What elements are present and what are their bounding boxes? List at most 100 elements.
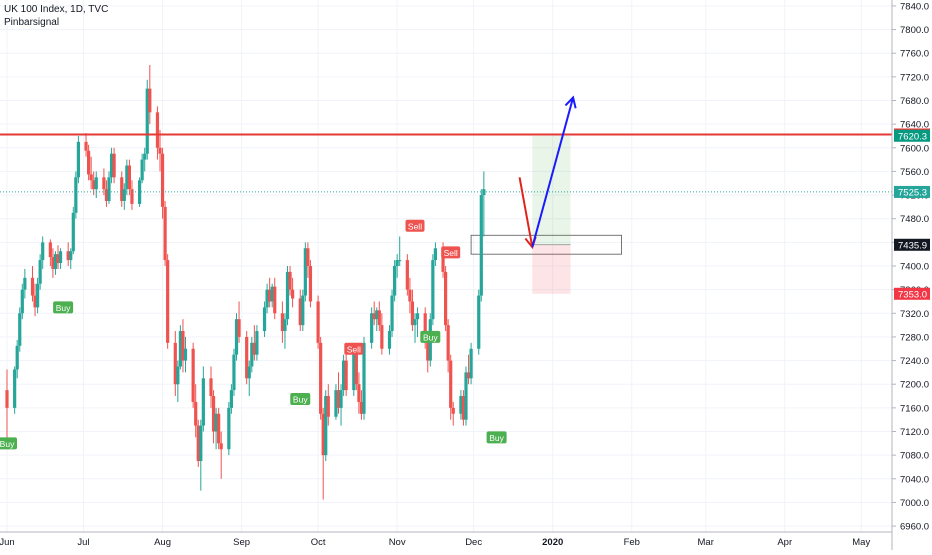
grid	[0, 0, 892, 532]
candle-body	[38, 260, 42, 284]
candle-body	[405, 260, 409, 290]
candle-body	[466, 372, 471, 379]
candle-body	[377, 310, 381, 326]
candle-body	[441, 248, 445, 272]
candle-body	[87, 150, 91, 175]
candle-body	[451, 407, 455, 414]
candle-body	[283, 319, 287, 332]
candle-body	[444, 271, 448, 326]
candle-body	[265, 289, 269, 308]
price-tick-label: 7640.0	[900, 120, 929, 131]
zone-rectangle	[470, 234, 622, 255]
signal-buy-badge: Buy	[486, 431, 507, 444]
candle-body	[56, 254, 60, 264]
candle-body	[217, 413, 221, 444]
candle-body	[352, 348, 356, 391]
candle-body	[71, 212, 75, 252]
candle-body	[326, 396, 330, 417]
time-tick-label: Feb	[624, 537, 640, 548]
signal-buy-badge: Buy	[53, 301, 74, 314]
candle-body	[127, 165, 131, 190]
price-tick-label: 7200.0	[900, 380, 929, 391]
candle-body	[285, 271, 290, 320]
candle-body	[143, 153, 147, 160]
candle-body	[247, 366, 251, 379]
signal-buy-badge: Buy	[290, 393, 311, 405]
candle-body	[319, 342, 323, 414]
candle-body	[229, 390, 233, 408]
time-tick-label: Aug	[154, 537, 171, 548]
candle-body	[196, 425, 200, 462]
candle-body	[268, 289, 272, 302]
price-marker-bg	[894, 129, 930, 142]
price-marker-bg	[894, 238, 930, 251]
candle-body	[112, 153, 116, 178]
candle-body	[390, 295, 394, 332]
signal-sell-badge: Sell	[405, 219, 425, 232]
candle-body	[148, 88, 152, 113]
time-tick-label: Oct	[311, 537, 326, 548]
time-tick-label: May	[852, 537, 870, 548]
candle-body	[446, 325, 450, 361]
time-tick-label: 2020	[542, 537, 563, 548]
candle-body	[92, 180, 96, 190]
candle-body	[13, 369, 17, 408]
candle-body	[433, 248, 437, 261]
price-marker-bg	[894, 185, 930, 198]
candle-body	[33, 295, 37, 308]
candle-body	[426, 342, 430, 361]
candle-body	[464, 372, 468, 420]
candle-body	[301, 295, 305, 326]
candle-body	[166, 260, 170, 343]
candle-body	[273, 286, 277, 314]
price-tick-label: 7000.0	[900, 498, 929, 509]
price-tick-label: 7040.0	[900, 474, 929, 485]
candle-body	[58, 251, 63, 264]
candle-body	[306, 248, 310, 266]
candle-body	[324, 396, 328, 456]
price-tick-label: 7600.0	[900, 143, 929, 154]
candle-body	[469, 348, 473, 379]
candle-body	[459, 396, 463, 414]
candle-body	[41, 242, 45, 261]
candle-body	[461, 396, 466, 420]
candle-body	[74, 177, 78, 213]
price-tick-label: 7720.0	[900, 72, 929, 83]
candle-body	[372, 313, 376, 320]
candle-body	[48, 242, 52, 258]
candle-body	[298, 298, 302, 326]
candle-body	[219, 443, 223, 450]
price-tick-label: 7120.0	[900, 427, 929, 438]
candle-body	[120, 177, 124, 201]
signal-buy-badge: Buy	[420, 330, 441, 343]
drawing-layer	[470, 135, 622, 294]
candle-body	[308, 266, 313, 302]
candle-body	[214, 413, 218, 432]
candle-body	[413, 319, 417, 326]
price-tick-label: 7400.0	[900, 262, 929, 273]
candle-body	[140, 159, 144, 181]
candle-body	[109, 153, 114, 178]
candle-body	[178, 331, 182, 367]
arrow-projection	[531, 97, 575, 248]
candle-body	[415, 313, 420, 320]
signal-label: Buy	[0, 439, 15, 449]
symbol-title: UK 100 Index, 1D, TVC	[4, 4, 109, 15]
time-tick-label: Jun	[0, 537, 15, 548]
arrow-down	[518, 177, 534, 248]
candle-body	[477, 295, 481, 349]
candle-body	[181, 331, 185, 361]
candle-body	[357, 384, 361, 402]
signal-badge-bg	[420, 330, 441, 343]
candle-body	[449, 360, 453, 408]
candle-body	[387, 331, 392, 349]
candle-body	[255, 331, 259, 355]
candle-body	[15, 345, 19, 370]
candle-body	[344, 360, 348, 391]
candle-body	[359, 401, 364, 414]
candle-body	[316, 301, 320, 343]
candle-body	[342, 360, 346, 391]
arrow-head	[564, 95, 577, 109]
